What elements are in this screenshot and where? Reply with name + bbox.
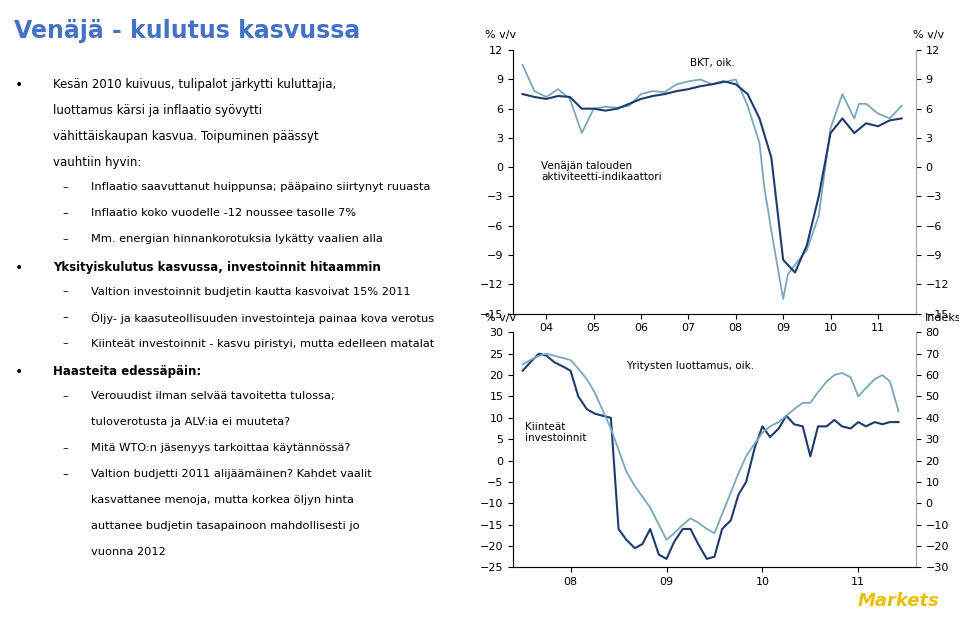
Text: –: – xyxy=(62,339,68,349)
Text: Yksityiskulutus kasvussa, investoinnit hitaammin: Yksityiskulutus kasvussa, investoinnit h… xyxy=(53,260,381,273)
Text: % v/v: % v/v xyxy=(485,313,516,323)
Text: Kesän 2010 kuivuus, tulipalot järkytti kuluttajia,: Kesän 2010 kuivuus, tulipalot järkytti k… xyxy=(53,78,336,92)
Text: Markets: Markets xyxy=(858,593,940,610)
Text: –: – xyxy=(62,391,68,401)
Text: kasvattanee menoja, mutta korkea öljyn hinta: kasvattanee menoja, mutta korkea öljyn h… xyxy=(91,495,354,505)
Text: Mitä WTO:n jäsenyys tarkoittaa käytännössä?: Mitä WTO:n jäsenyys tarkoittaa käytännös… xyxy=(91,443,350,453)
Text: •: • xyxy=(14,260,23,275)
Text: Nordea: Nordea xyxy=(14,593,82,610)
Text: –: – xyxy=(62,468,68,478)
Text: Öljy- ja kaasuteollisuuden investointeja painaa kova verotus: Öljy- ja kaasuteollisuuden investointeja… xyxy=(91,312,434,324)
Text: Inflaatio saavuttanut huippunsa; pääpaino siirtynyt ruuasta: Inflaatio saavuttanut huippunsa; pääpain… xyxy=(91,182,431,192)
Text: vähittäiskaupan kasvua. Toipuminen päässyt: vähittäiskaupan kasvua. Toipuminen pääss… xyxy=(53,130,318,144)
Text: Kiinteät investoinnit - kasvu piristyi, mutta edelleen matalat: Kiinteät investoinnit - kasvu piristyi, … xyxy=(91,339,434,349)
Text: –: – xyxy=(62,312,68,322)
Text: –: – xyxy=(62,443,68,453)
Text: vauhtiin hyvin:: vauhtiin hyvin: xyxy=(53,156,141,169)
Text: Mm. energian hinnankorotuksia lykätty vaalien alla: Mm. energian hinnankorotuksia lykätty va… xyxy=(91,234,383,245)
Text: Venäjän talouden
aktiviteetti-indikaattori: Venäjän talouden aktiviteetti-indikaatto… xyxy=(541,161,662,182)
Text: Yritysten luottamus, oik.: Yritysten luottamus, oik. xyxy=(626,361,754,371)
Text: Kiinteät
investoinnit: Kiinteät investoinnit xyxy=(526,421,587,443)
Text: auttanee budjetin tasapainoon mahdollisesti jo: auttanee budjetin tasapainoon mahdollise… xyxy=(91,520,360,530)
Text: Venäjä - kulutus kasvussa: Venäjä - kulutus kasvussa xyxy=(14,19,361,43)
Text: –: – xyxy=(62,287,68,297)
Text: luottamus kärsi ja inflaatio syövytti: luottamus kärsi ja inflaatio syövytti xyxy=(53,104,262,117)
Text: tuloverotusta ja ALV:ia ei muuteta?: tuloverotusta ja ALV:ia ei muuteta? xyxy=(91,416,291,426)
Text: Indeksi: Indeksi xyxy=(924,313,959,323)
Text: Inflaatio koko vuodelle -12 noussee tasolle 7%: Inflaatio koko vuodelle -12 noussee taso… xyxy=(91,208,356,218)
Text: –: – xyxy=(62,182,68,192)
Text: Valtion investoinnit budjetin kautta kasvoivat 15% 2011: Valtion investoinnit budjetin kautta kas… xyxy=(91,287,410,297)
Text: Haasteita edessäpäin:: Haasteita edessäpäin: xyxy=(53,364,201,377)
Text: •: • xyxy=(14,364,23,379)
Text: –: – xyxy=(62,208,68,218)
Text: ⚓: ⚓ xyxy=(69,595,81,608)
Text: Valtion budjetti 2011 alijäämäinen? Kahdet vaalit: Valtion budjetti 2011 alijäämäinen? Kahd… xyxy=(91,468,372,478)
Text: % v/v: % v/v xyxy=(913,29,944,40)
Text: Verouudist ilman selvää tavoitetta tulossa;: Verouudist ilman selvää tavoitetta tulos… xyxy=(91,391,335,401)
Text: % v/v: % v/v xyxy=(485,29,516,40)
Text: vuonna 2012: vuonna 2012 xyxy=(91,547,166,557)
Text: •: • xyxy=(14,78,23,92)
Text: BKT, oik.: BKT, oik. xyxy=(690,58,736,68)
Text: –: – xyxy=(62,234,68,245)
